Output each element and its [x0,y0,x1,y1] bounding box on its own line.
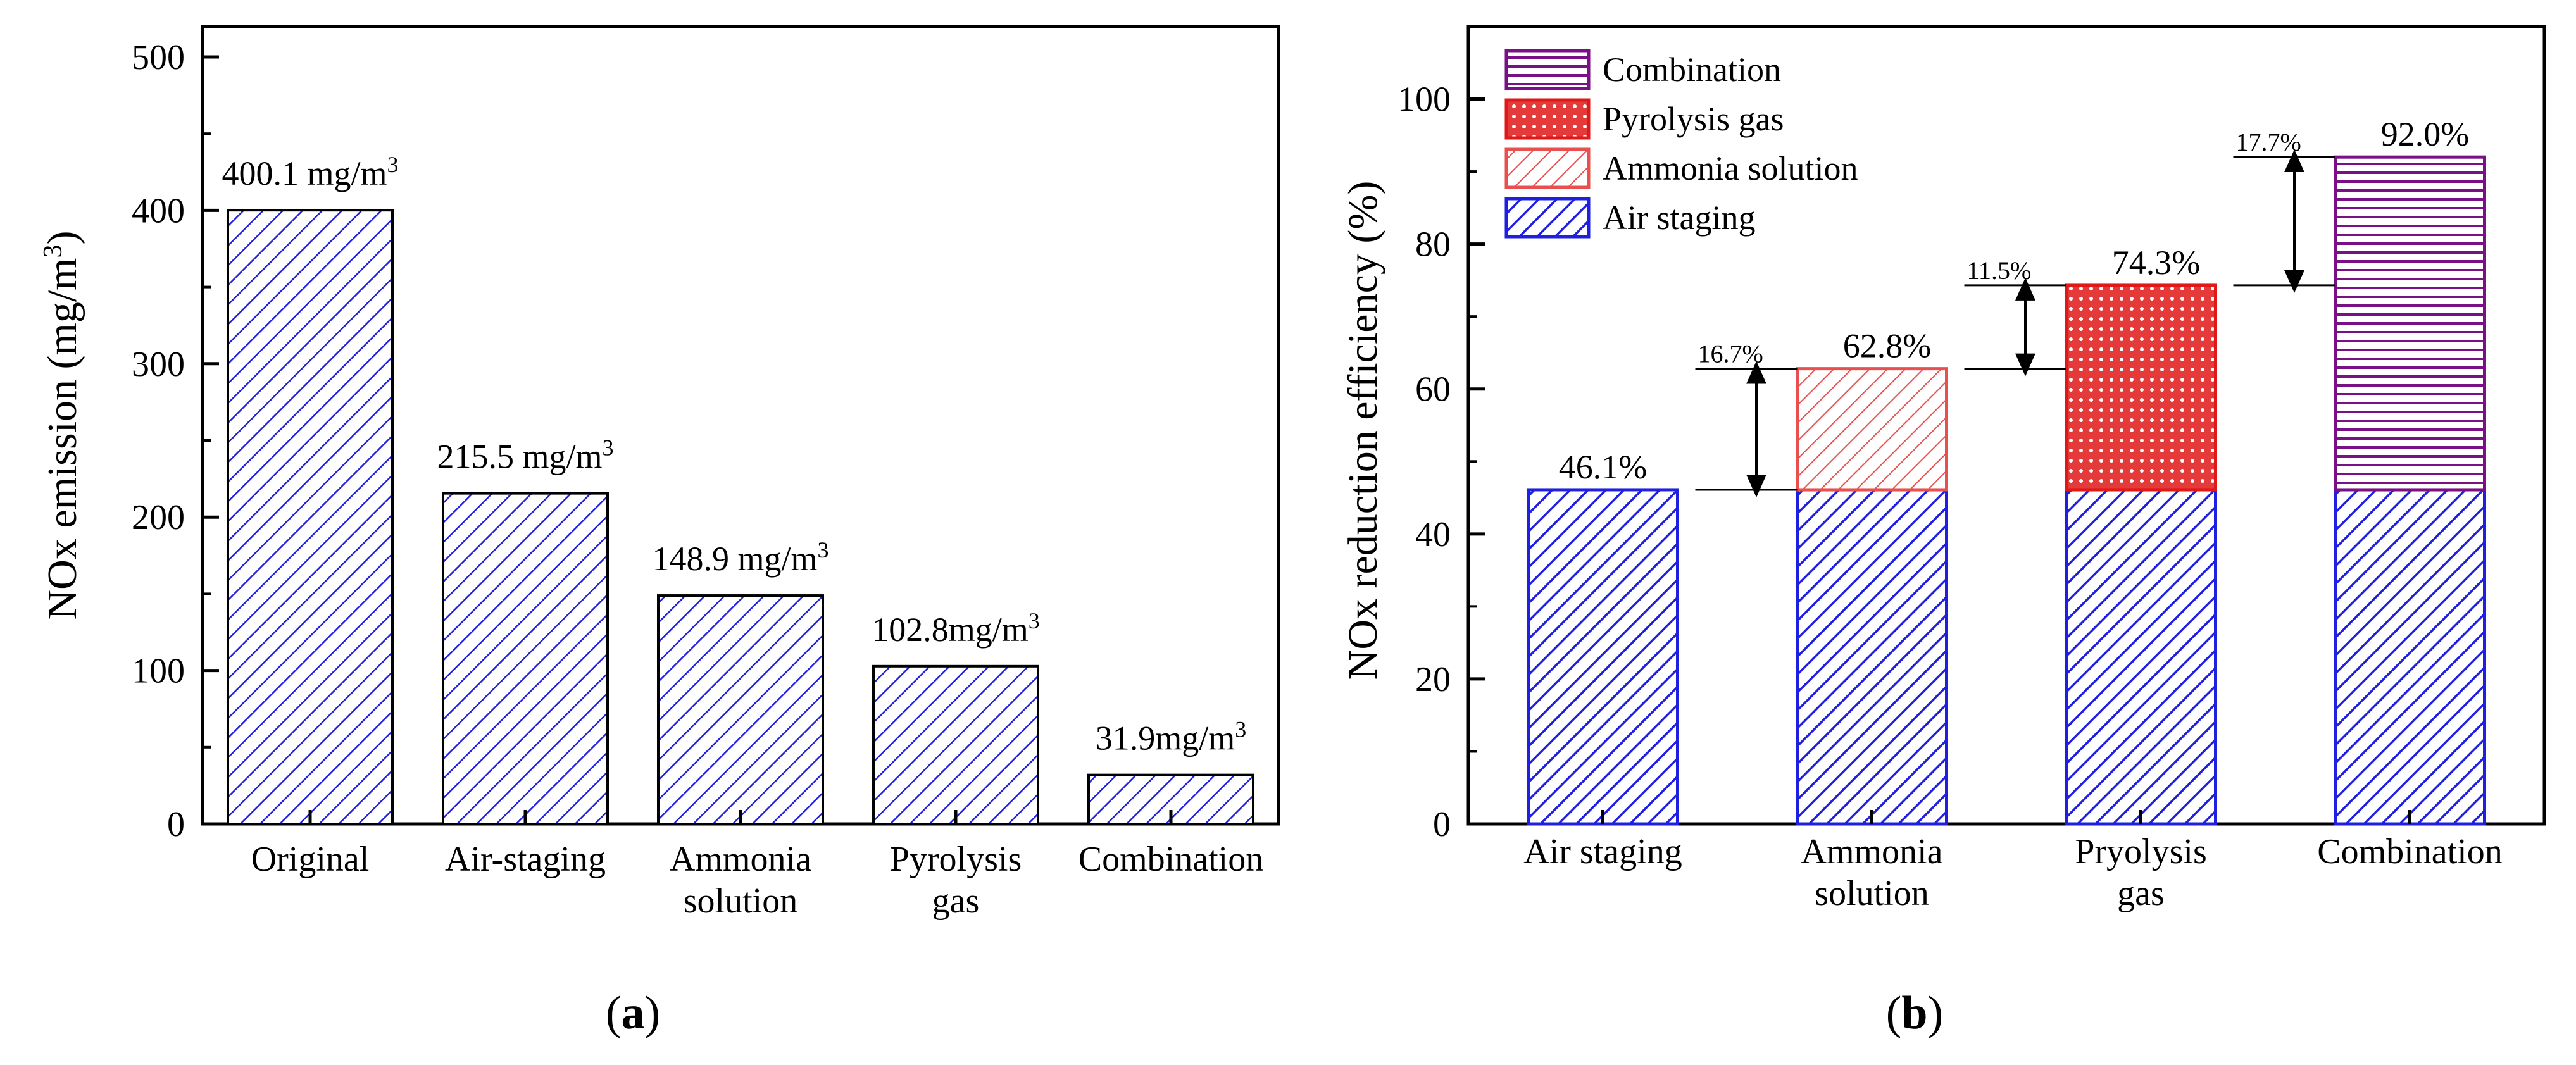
total-label: 62.8% [1843,327,1931,365]
y-tick-label: 200 [132,498,185,537]
bar-segment [1796,488,1948,826]
data-label: 215.5 mg/m3 [437,435,613,476]
data-label-superscript: 3 [1029,608,1040,633]
total-label: 92.0% [2381,115,2469,153]
y-tick-label: 500 [132,38,185,77]
data-label-superscript: 3 [387,152,399,177]
legend-label: Pyrolysis gas [1603,100,1784,138]
panel-b-increment-annotations: 16.7% 11.5% 17.7% [1695,128,2335,497]
x-tick-label: Ammonia [670,840,811,879]
x-tick-label: gas [932,881,980,921]
increment-label: 11.5% [1967,256,2032,285]
x-tick-label: Air staging [1523,832,1682,871]
bar-segment [1527,488,1679,826]
x-tick-label: Pryolysis [2075,832,2207,871]
y-tick-label: 300 [132,345,185,384]
data-label: 31.9mg/m3 [1096,717,1247,757]
legend-swatch [1504,98,1591,140]
panel-b-label: (b) [1886,987,1943,1039]
x-tick-label: Ammonia [1801,832,1943,871]
bar [657,594,824,825]
y-tick-label: 100 [132,652,185,691]
panel-b-plot-frame [1466,25,2546,826]
total-label: 74.3% [2112,244,2200,282]
data-label-superscript: 3 [1235,717,1246,742]
data-label: 102.8mg/m3 [872,608,1040,649]
x-tick-label: Combination [2317,832,2502,871]
increment-label: 17.7% [2236,128,2301,156]
x-tick-label: solution [1815,874,1929,913]
legend-label: Combination [1603,51,1781,89]
legend-label: Air staging [1603,199,1755,237]
bar [442,492,609,825]
x-tick-label: Air-staging [445,840,606,879]
bar-segment [2334,155,2486,492]
x-tick-label: Original [251,840,370,879]
y-tick-label: 100 [1397,80,1451,120]
y-tick-label: 0 [1433,805,1451,844]
data-label-superscript: 3 [603,435,614,461]
panel-a-y-ticks: 0 100 200 300 400 500 [132,38,219,844]
y-tick-label: 20 [1415,660,1451,699]
bar [227,209,394,825]
increment-label: 16.7% [1698,340,1763,368]
legend-swatch [1504,147,1591,189]
bar-segment [2065,283,2217,492]
y-tick-label: 0 [167,805,185,844]
total-label: 46.1% [1559,448,1647,486]
panel-b-y-ticks: 0 20 40 60 80 100 [1397,25,1485,844]
bar-segment [2334,488,2486,826]
y-tick-label: 40 [1415,515,1451,554]
legend-swatch [1504,49,1591,90]
x-tick-label: gas [2117,874,2165,913]
panel-b-chart: 0 20 40 60 80 100 46.1% 62.8% 74.3% 92.0% Air st… [1340,25,2546,1039]
y-tick-label: 80 [1415,225,1451,265]
bar-segment [1796,367,1948,492]
panel-b-y-axis-label: NOx reduction efficiency (%) [1340,181,1386,680]
legend-label: Ammonia solution [1603,149,1858,187]
legend-swatch [1504,197,1591,239]
y-tick-label: 400 [132,191,185,230]
data-label: 148.9 mg/m3 [652,537,828,578]
bar [872,664,1039,825]
x-tick-label: solution [684,881,797,921]
y-tick-label: 60 [1415,370,1451,409]
data-label-superscript: 3 [818,537,829,563]
x-tick-label: Combination [1079,840,1263,879]
x-tick-label: Pyrolysis [890,840,1022,879]
panel-a-chart: 0 100 200 300 400 500 400.1 mg/m3 215.5 mg/m3 1… [39,25,1280,1039]
panel-b-bars: 46.1% 62.8% 74.3% 92.0% [1527,115,2486,826]
panel-a-bars: 400.1 mg/m3 215.5 mg/m3 148.9 mg/m3 102.8mg… [222,152,1254,826]
data-label: 400.1 mg/m3 [222,152,398,192]
panel-a-y-axis-label: NOx emission (mg/m3) [39,231,85,620]
bar-segment [2065,488,2217,826]
panel-a-label: (a) [606,987,660,1039]
panel-b-legend: Combination Pyrolysis gas Ammonia solution… [1504,49,1858,239]
